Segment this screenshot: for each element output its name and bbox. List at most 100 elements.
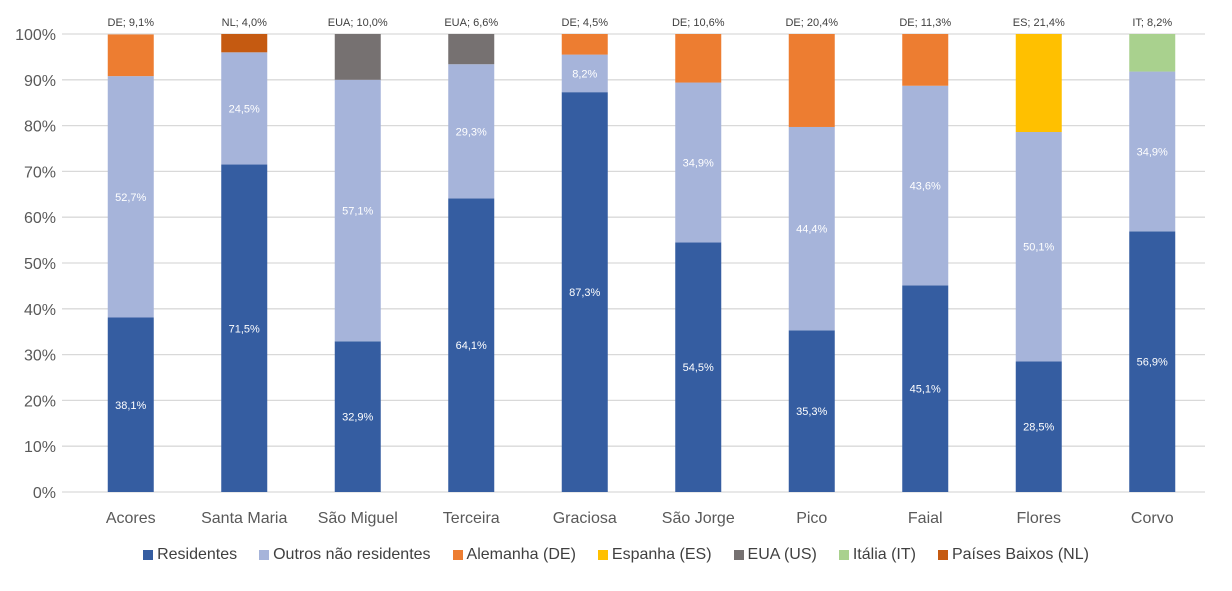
data-label: 52,7% xyxy=(115,192,146,204)
top-data-label: DE; 11,3% xyxy=(899,17,951,29)
data-label: 8,2% xyxy=(572,68,597,80)
bar-segment xyxy=(1015,361,1062,492)
data-label: 32,9% xyxy=(342,412,373,424)
bar-segment xyxy=(334,34,381,80)
data-label: 54,5% xyxy=(683,362,714,374)
bar-segment xyxy=(1015,132,1062,362)
legend-label: Alemanha (DE) xyxy=(466,546,576,563)
bar-segment xyxy=(788,34,835,127)
data-label: 24,5% xyxy=(229,103,260,115)
legend-swatch xyxy=(733,550,744,560)
data-label: 29,3% xyxy=(456,126,487,138)
y-tick-label: 70% xyxy=(24,164,56,181)
y-tick-label: 100% xyxy=(15,27,56,44)
top-data-label: EUA; 10,0% xyxy=(328,17,388,29)
y-tick-label: 20% xyxy=(24,393,56,410)
bar-segment xyxy=(561,92,608,492)
bar-segment xyxy=(788,330,835,492)
legend-item: Alemanha (DE) xyxy=(452,546,576,564)
legend-item: Países Baixos (NL) xyxy=(937,546,1089,564)
y-tick-label: 10% xyxy=(24,439,56,456)
top-data-label: EUA; 6,6% xyxy=(444,17,498,29)
legend-swatch xyxy=(143,550,154,560)
x-tick-label: Corvo xyxy=(1131,510,1174,527)
bar-segment xyxy=(675,82,722,243)
legend-swatch xyxy=(838,550,849,560)
bar-segment xyxy=(334,341,381,492)
bar-segment xyxy=(902,285,949,492)
legend-swatch xyxy=(937,550,948,560)
y-tick-label: 80% xyxy=(24,119,56,136)
data-label: 38,1% xyxy=(115,400,146,412)
bar-segment xyxy=(334,79,381,342)
top-data-label: DE; 20,4% xyxy=(785,17,838,29)
legend-item: Residentes xyxy=(143,546,237,564)
x-tick-label: Graciosa xyxy=(553,510,617,527)
x-tick-label: Terceira xyxy=(443,510,500,527)
bar-segment xyxy=(448,64,495,199)
legend-label: EUA (US) xyxy=(747,546,817,563)
top-data-label: NL; 4,0% xyxy=(222,17,267,29)
y-tick-label: 40% xyxy=(24,302,56,319)
data-label: 43,6% xyxy=(910,181,941,193)
legend-item: EUA (US) xyxy=(733,546,817,564)
data-label: 34,9% xyxy=(683,157,714,169)
data-label: 57,1% xyxy=(342,206,373,218)
bar-segment xyxy=(1129,71,1176,232)
y-tick-label: 50% xyxy=(24,256,56,273)
y-tick-label: 30% xyxy=(24,348,56,365)
bar-segment xyxy=(221,164,268,492)
top-data-label: DE; 9,1% xyxy=(108,17,155,29)
bar-segment xyxy=(561,34,608,55)
data-label: 71,5% xyxy=(229,323,260,335)
bar-segment xyxy=(1129,231,1176,492)
data-label: 64,1% xyxy=(456,340,487,352)
top-data-label: DE; 4,5% xyxy=(562,17,609,29)
data-label: 28,5% xyxy=(1023,422,1054,434)
x-tick-label: Santa Maria xyxy=(201,510,287,527)
bar-segment xyxy=(448,198,495,492)
bar-segment xyxy=(788,126,835,331)
bar-segment xyxy=(561,54,608,93)
legend-swatch xyxy=(597,550,608,560)
data-label: 34,9% xyxy=(1137,146,1168,158)
data-label: 56,9% xyxy=(1137,357,1168,369)
legend-item: Espanha (ES) xyxy=(597,546,712,564)
legend-swatch xyxy=(259,550,270,560)
legend-item: Outros não residentes xyxy=(259,546,431,564)
data-label: 35,3% xyxy=(796,406,827,418)
data-label: 87,3% xyxy=(569,287,600,299)
legend-item: Itália (IT) xyxy=(838,546,916,564)
bar-segment xyxy=(448,34,495,65)
x-tick-label: Faial xyxy=(908,510,943,527)
y-tick-label: 0% xyxy=(33,485,56,502)
top-data-label: DE; 10,6% xyxy=(672,17,725,29)
bar-segment xyxy=(107,34,154,77)
x-tick-label: Acores xyxy=(106,510,156,527)
top-data-label: IT; 8,2% xyxy=(1132,17,1172,29)
top-data-label: ES; 21,4% xyxy=(1013,17,1065,29)
bar-segment xyxy=(1015,34,1062,133)
bar-segment xyxy=(107,317,154,492)
y-tick-label: 60% xyxy=(24,210,56,227)
bar-segment xyxy=(1129,34,1176,72)
data-label: 50,1% xyxy=(1023,242,1054,254)
bar-segment xyxy=(221,34,268,53)
bar-segment xyxy=(675,242,722,492)
legend-label: Espanha (ES) xyxy=(611,546,712,563)
y-tick-label: 90% xyxy=(24,73,56,90)
bar-segment xyxy=(221,52,268,165)
legend-label: Outros não residentes xyxy=(273,546,431,563)
x-tick-label: São Jorge xyxy=(662,510,735,527)
legend: Residentes Outros não residentes Alemanha … xyxy=(0,546,1232,564)
data-label: 44,4% xyxy=(796,224,827,236)
data-label: 45,1% xyxy=(910,384,941,396)
x-tick-label: Flores xyxy=(1017,510,1061,527)
x-tick-label: Pico xyxy=(796,510,827,527)
bar-segment xyxy=(107,76,154,318)
legend-label: Países Baixos (NL) xyxy=(951,546,1089,563)
x-tick-label: São Miguel xyxy=(318,510,398,527)
legend-label: Itália (IT) xyxy=(852,546,916,563)
bar-segment xyxy=(902,85,949,286)
